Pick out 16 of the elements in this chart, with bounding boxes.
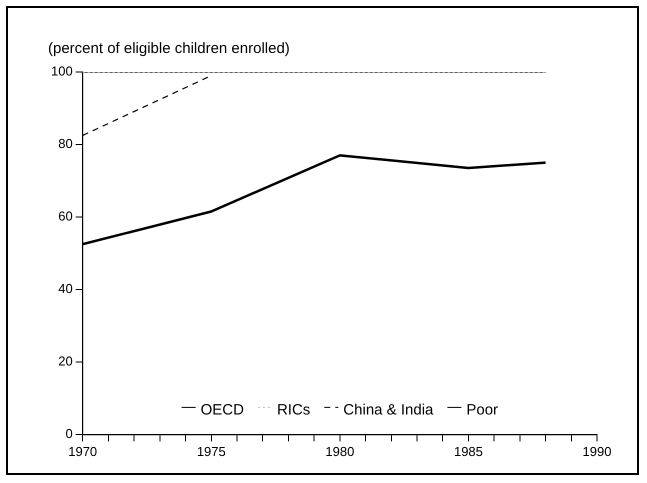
x-tick-label: 1985 xyxy=(454,444,483,459)
y-tick-label: 80 xyxy=(58,136,73,152)
x-tick-label: 1990 xyxy=(582,444,612,459)
legend-label: China & India xyxy=(343,402,434,419)
x-tick-label: 1975 xyxy=(196,444,226,459)
y-tick-label: 60 xyxy=(58,208,73,224)
legend-label: RICs xyxy=(276,402,310,419)
y-axis-title: (percent of eligible children enrolled) xyxy=(48,40,290,58)
y-tick-label: 0 xyxy=(65,426,73,441)
x-tick-label: 1980 xyxy=(325,444,354,459)
legend-label: Poor xyxy=(466,402,498,419)
y-tick-label: 20 xyxy=(58,354,73,368)
y-tick-label: 100 xyxy=(50,64,73,79)
y-tick-label: 40 xyxy=(58,281,73,296)
x-tick-label: 1970 xyxy=(68,444,98,459)
legend-label: OECD xyxy=(200,402,244,419)
